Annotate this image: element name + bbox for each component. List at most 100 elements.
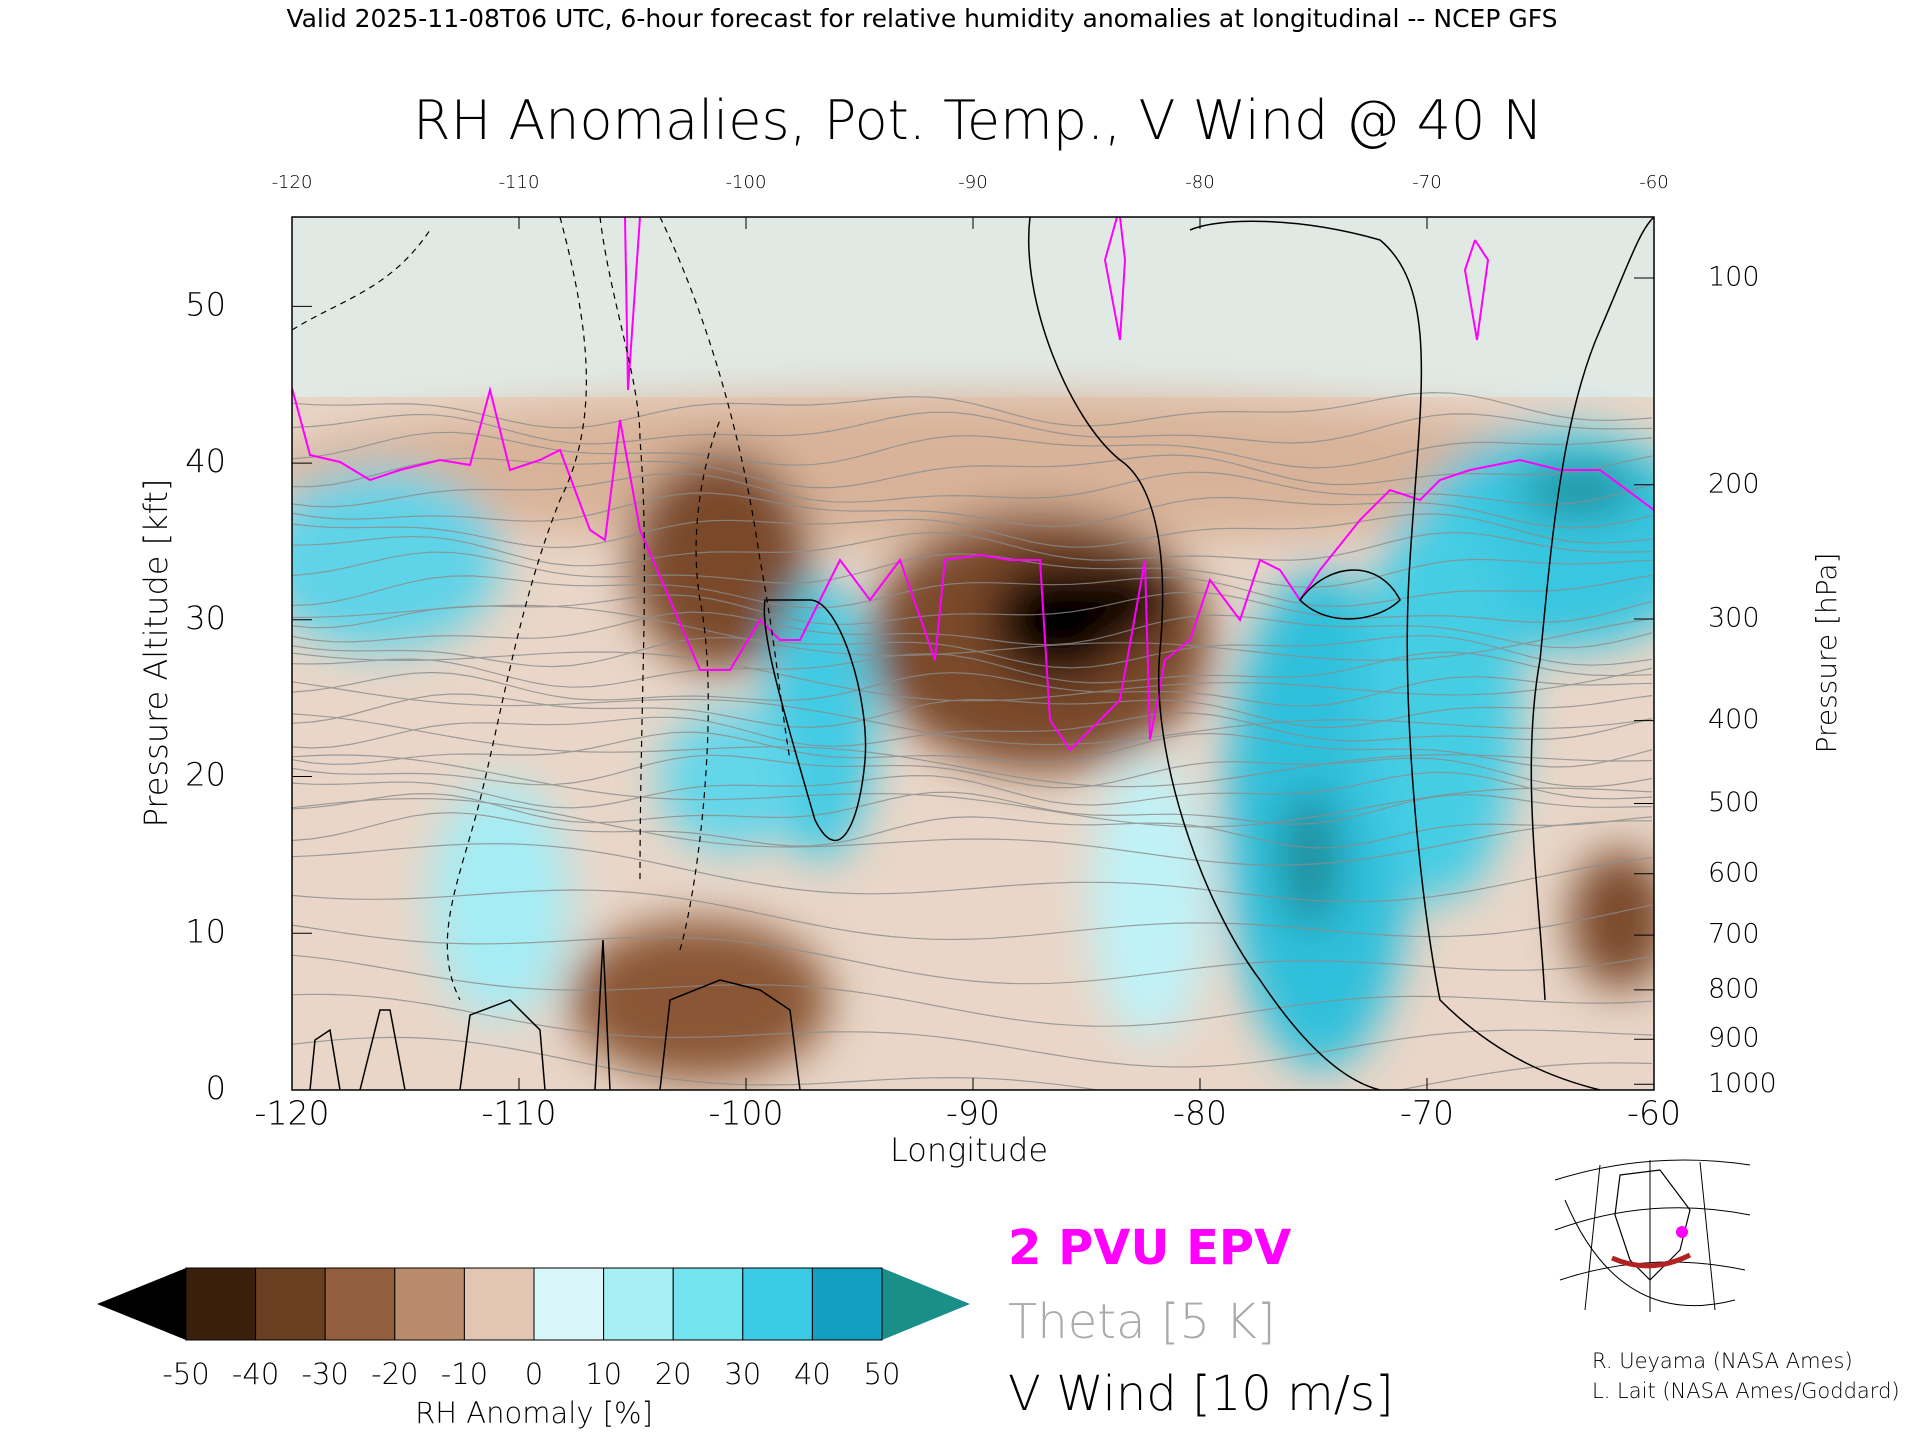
colorbar-bin	[185, 1267, 257, 1341]
theta-contour	[292, 611, 1653, 649]
theta-contour	[292, 889, 1653, 941]
colorbar-bin	[672, 1267, 744, 1341]
y-tick-label: 20	[185, 756, 226, 794]
y2-tick-label: 1000	[1708, 1068, 1777, 1099]
theta-contour	[292, 635, 1653, 669]
colorbar-bin	[394, 1267, 465, 1341]
theta-contour	[292, 513, 1653, 549]
theta-contour	[292, 681, 1653, 746]
x-tick-label: -100	[709, 1094, 784, 1133]
chart-title: RH Anomalies, Pot. Temp., V Wind @ 40 N	[413, 89, 1543, 152]
theta-contour	[292, 531, 1653, 567]
colorbar-bin	[742, 1267, 813, 1341]
theta-contour	[292, 591, 1653, 629]
theta-contour	[292, 754, 1653, 828]
theta-contour	[292, 454, 1653, 489]
y2-tick-label: 900	[1708, 1023, 1760, 1054]
y-tick-label: 30	[185, 599, 226, 637]
y2-tick-label: 200	[1708, 468, 1760, 499]
colorbar-extend	[97, 1268, 186, 1340]
colorbar-tick-label: -40	[232, 1357, 279, 1391]
theta-contour	[292, 712, 1653, 749]
theta-contour	[292, 812, 1653, 849]
theta-contour	[292, 797, 1652, 866]
legend-entry: V Wind [10 m/s]	[1008, 1366, 1394, 1422]
x-tick-label: -90	[946, 1094, 1000, 1133]
colorbar-label: RH Anomaly [%]	[415, 1396, 653, 1430]
colorbar-bin	[255, 1267, 326, 1341]
y-tick-label: 40	[185, 442, 226, 480]
credit: L. Lait (NASA Ames/Goddard)	[1592, 1379, 1900, 1403]
colorbar-tick-label: -30	[302, 1357, 349, 1391]
theta-contour	[292, 574, 1653, 609]
x-top-tick-label: -80	[1185, 172, 1214, 193]
legend-entry: 2 PVU EPV	[1008, 1220, 1291, 1276]
x-top-tick-label: -60	[1639, 172, 1668, 193]
theta-contour	[292, 551, 1653, 588]
y2-tick-label: 600	[1708, 857, 1760, 888]
theta-contour	[292, 731, 1653, 768]
x-top-tick-label: -90	[958, 172, 987, 193]
colorbar-tick-label: -20	[371, 1357, 418, 1391]
theta-contour	[292, 771, 1653, 809]
theta-contour	[292, 391, 1653, 429]
colorbar-extend	[882, 1268, 970, 1340]
colorbar-tick-label: -50	[162, 1357, 209, 1391]
y2-tick-label: 300	[1708, 602, 1760, 633]
colorbar-tick-label: 10	[585, 1357, 622, 1391]
y2-tick-label: 500	[1708, 787, 1760, 818]
x-tick-label: -60	[1627, 1094, 1681, 1133]
theta-contour	[292, 492, 1653, 529]
theta-contour	[292, 754, 1653, 789]
colorbar-bin	[811, 1267, 883, 1341]
x-tick-label: -120	[255, 1094, 330, 1133]
theta-contour	[292, 651, 1653, 688]
x-top-tick-label: -100	[726, 172, 767, 193]
theta-contour	[292, 693, 1653, 729]
theta-contour	[292, 993, 1653, 1068]
y-tick-label: 50	[185, 285, 226, 323]
header: Valid 2025-11-08T06 UTC, 6-hour forecast…	[286, 4, 1557, 33]
y-tick-label: 10	[185, 912, 226, 950]
credit: R. Ueyama (NASA Ames)	[1592, 1349, 1853, 1373]
theta-contour	[292, 791, 1653, 825]
y2-axis-label: Pressure [hPa]	[1810, 553, 1843, 754]
x-top-tick-label: -110	[499, 172, 540, 193]
colorbar-tick-label: 40	[794, 1357, 831, 1391]
y2-tick-label: 700	[1708, 919, 1760, 950]
theta-contour	[292, 954, 1653, 1027]
y-axis-label: Pressure Altitude [kft]	[137, 479, 175, 828]
y-tick-label: 0	[206, 1069, 226, 1107]
colorbar-bin	[603, 1267, 674, 1341]
colorbar-bin	[324, 1267, 396, 1341]
theta-contour	[292, 604, 1653, 662]
theta-contour	[292, 651, 1653, 702]
location-map	[1554, 1159, 1751, 1312]
colorbar-tick-label: -10	[441, 1357, 488, 1391]
x-tick-label: -80	[1173, 1094, 1227, 1133]
colorbar-tick-label: 30	[724, 1357, 761, 1391]
colorbar-tick-label: 0	[525, 1357, 543, 1391]
rh-field	[292, 217, 1654, 1090]
x-top-tick-label: -120	[272, 172, 313, 193]
colorbar-bin	[533, 1267, 605, 1341]
theta-contour	[292, 671, 1653, 707]
theta-contour	[292, 713, 1653, 788]
colorbar-bin	[463, 1267, 535, 1341]
x-tick-label: -110	[482, 1094, 557, 1133]
colorbar-tick-label: 50	[864, 1357, 901, 1391]
theta-contour	[292, 1036, 1653, 1090]
theta-contour	[292, 843, 1653, 903]
x-top-tick-label: -70	[1412, 172, 1441, 193]
theta-contour	[292, 431, 1653, 469]
y2-tick-label: 800	[1708, 973, 1760, 1004]
x-tick-label: -70	[1400, 1094, 1454, 1133]
colorbar-tick-label: 20	[655, 1357, 692, 1391]
x-axis-label: Longitude	[890, 1131, 1048, 1169]
theta-contour	[292, 411, 1653, 445]
legend-entry: Theta [5 K]	[1008, 1294, 1276, 1350]
theta-contour	[292, 924, 1653, 985]
y2-tick-label: 100	[1708, 262, 1760, 293]
y2-tick-label: 400	[1708, 704, 1760, 735]
